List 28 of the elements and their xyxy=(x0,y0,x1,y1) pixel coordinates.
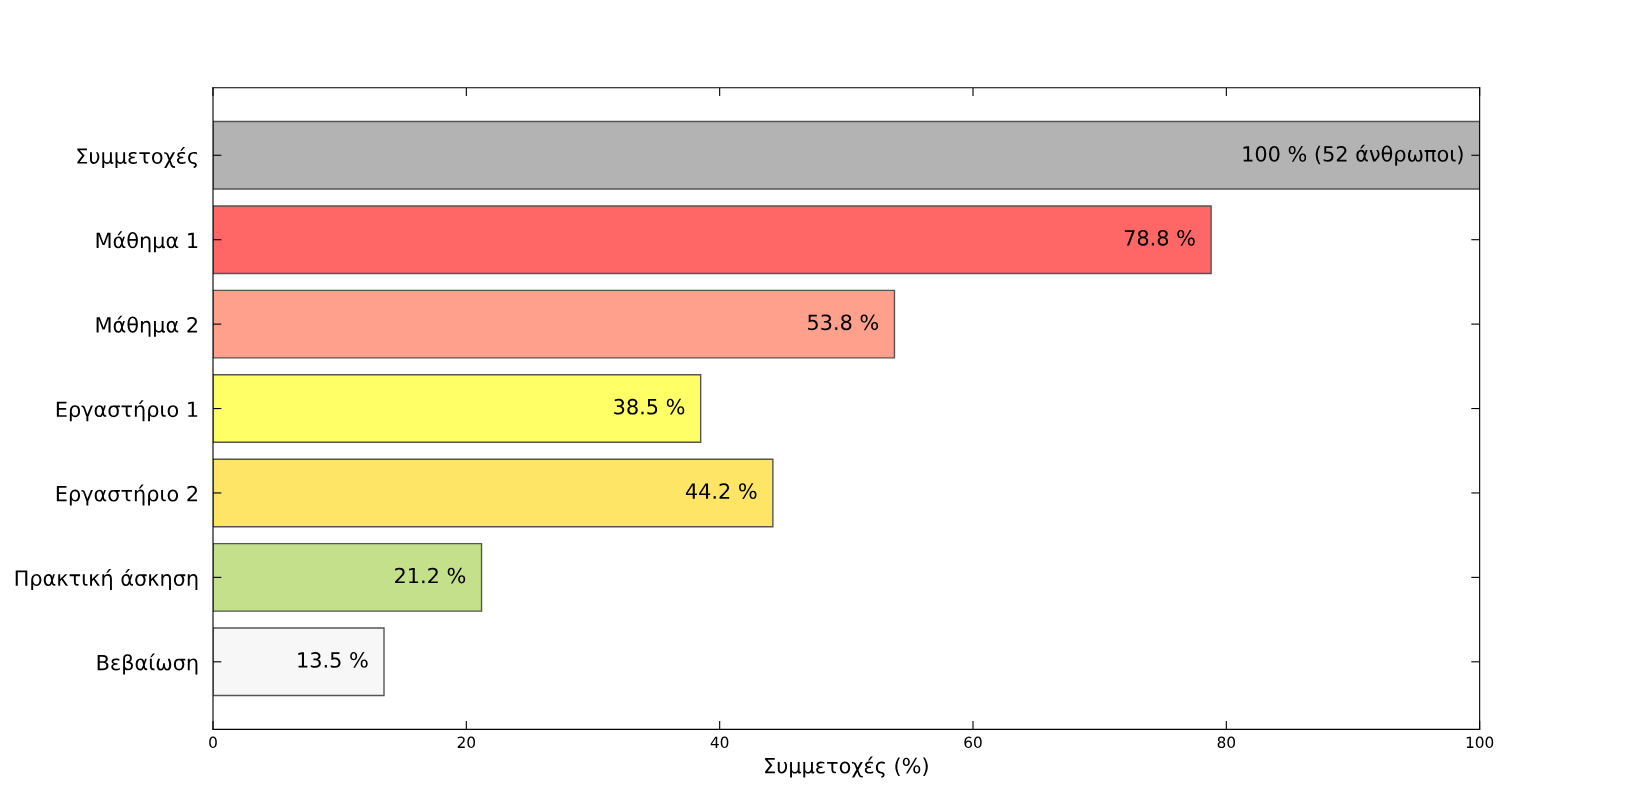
x-tick-label: 100 xyxy=(1466,736,1494,749)
y-tick-label: Μάθημα 1 xyxy=(96,231,198,253)
x-axis-title: Συμμετοχές (%) xyxy=(765,756,928,778)
data-label: 78.8 % xyxy=(1124,229,1195,246)
bar xyxy=(213,374,702,444)
bar xyxy=(213,289,896,359)
y-tick-label: Εργαστήριο 2 xyxy=(56,484,198,506)
data-label: 100 % (52 άνθρωποι) xyxy=(1243,144,1463,166)
x-tick-label: 60 xyxy=(964,736,982,749)
bar xyxy=(213,627,385,697)
x-tick-label: 40 xyxy=(710,736,729,749)
bar xyxy=(213,542,483,612)
data-label: 38.5 % xyxy=(614,398,685,415)
data-label: 13.5 % xyxy=(298,652,368,668)
bar xyxy=(213,120,1480,190)
data-label: 53.8 % xyxy=(808,314,879,331)
bar xyxy=(213,458,774,528)
x-tick-label: 80 xyxy=(1217,736,1236,749)
data-label: 21.2 % xyxy=(395,567,466,584)
x-tick-label: 20 xyxy=(457,736,476,749)
data-label: 44.2 % xyxy=(685,483,757,499)
y-tick-label: Μάθημα 2 xyxy=(96,315,198,337)
bar xyxy=(213,205,1212,275)
y-tick-label: Πρακτική άσκηση xyxy=(15,569,198,591)
y-tick-label: Βεβαίωση xyxy=(97,653,198,675)
x-tick-label: 0 xyxy=(209,736,217,749)
y-tick-label: Συμμετοχές xyxy=(77,146,198,168)
y-tick-label: Εργαστήριο 1 xyxy=(56,400,198,422)
